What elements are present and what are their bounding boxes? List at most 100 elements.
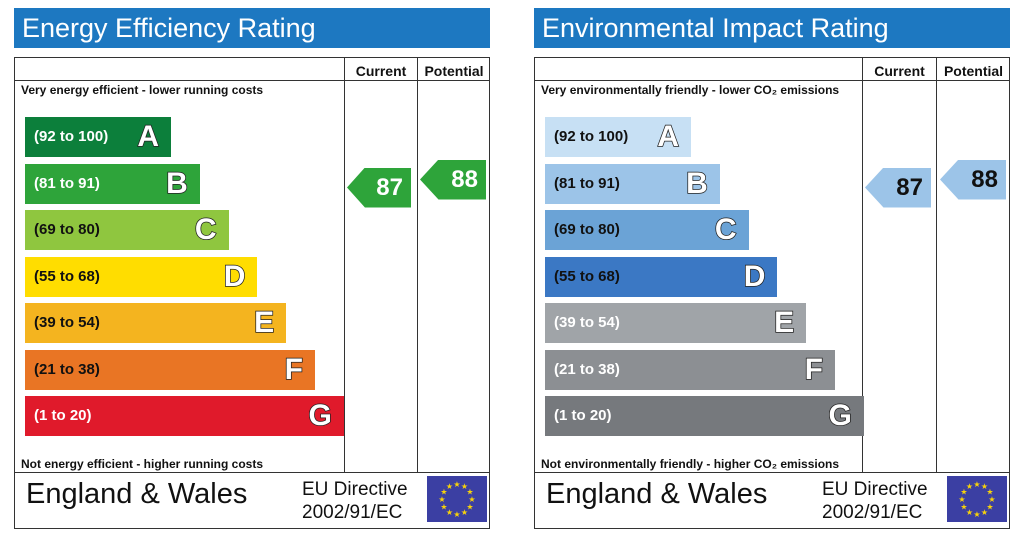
column-header-potential: Potential xyxy=(943,63,1004,79)
star-icon: ★ xyxy=(440,488,447,497)
star-icon: ★ xyxy=(960,503,967,512)
region-label: England & Wales xyxy=(26,478,248,510)
energy-efficiency-panel: Energy Efficiency Rating Current Potenti… xyxy=(14,0,492,541)
region-label: England & Wales xyxy=(546,478,768,510)
band-e: (39 to 54) E xyxy=(25,303,287,343)
band-a: (92 to 100) A xyxy=(545,117,691,157)
star-icon: ★ xyxy=(466,503,473,512)
top-note: Very environmentally friendly - lower CO… xyxy=(541,83,840,97)
divider xyxy=(344,57,345,473)
chart-frame xyxy=(14,57,490,529)
panel-title: Environmental Impact Rating xyxy=(534,8,1010,48)
bottom-note: Not energy efficient - higher running co… xyxy=(21,457,264,471)
divider xyxy=(14,472,490,473)
star-icon: ★ xyxy=(981,508,988,517)
directive-line-2: 2002/91/EC xyxy=(302,502,403,523)
band-letter: A xyxy=(137,119,160,154)
star-icon: ★ xyxy=(468,495,475,504)
directive-label: EU Directive 2002/91/EC xyxy=(302,478,408,524)
current-rating-value: 87 xyxy=(376,173,403,201)
band-range-label: (39 to 54) xyxy=(554,314,620,331)
star-icon: ★ xyxy=(981,482,988,491)
star-icon: ★ xyxy=(453,510,460,519)
star-icon: ★ xyxy=(446,508,453,517)
divider xyxy=(936,57,937,473)
environmental-impact-panel: Environmental Impact Rating Current Pote… xyxy=(534,0,1012,541)
band-letter: G xyxy=(308,398,333,433)
band-letter: G xyxy=(828,398,853,433)
star-icon: ★ xyxy=(461,508,468,517)
star-icon: ★ xyxy=(986,488,993,497)
column-header-current: Current xyxy=(355,63,407,79)
band-f: (21 to 38) F xyxy=(545,349,835,390)
band-range-label: (92 to 100) xyxy=(34,128,109,145)
directive-line-1: EU Directive xyxy=(302,479,408,500)
band-c: (69 to 80) C xyxy=(545,210,749,250)
band-letter: B xyxy=(685,166,708,201)
band-a: (92 to 100) A xyxy=(25,117,171,157)
band-letter: E xyxy=(253,305,275,340)
band-e: (39 to 54) E xyxy=(545,303,807,343)
star-icon: ★ xyxy=(958,495,965,504)
band-range-label: (55 to 68) xyxy=(34,267,100,285)
divider xyxy=(534,80,1010,81)
divider xyxy=(417,57,418,473)
eu-stars-icon: ★★★★★★★★★ ★ ★★ xyxy=(958,480,995,519)
divider xyxy=(862,57,863,473)
band-range-label: (1 to 20) xyxy=(34,407,92,424)
star-icon: ★ xyxy=(966,508,973,517)
band-range-label: (55 to 68) xyxy=(554,267,620,285)
band-f: (21 to 38) F xyxy=(25,349,315,390)
divider xyxy=(534,472,1010,473)
band-letter: F xyxy=(804,352,824,387)
band-letter: D xyxy=(743,259,766,294)
band-g: (1 to 20) G xyxy=(25,396,344,436)
band-letter: D xyxy=(223,259,246,294)
star-icon: ★ xyxy=(466,488,473,497)
band-d: (55 to 68) D xyxy=(545,256,778,297)
band-letter: B xyxy=(165,166,188,201)
band-letter: C xyxy=(714,212,737,247)
column-header-current: Current xyxy=(874,63,925,79)
directive-line-1: EU Directive xyxy=(822,479,928,500)
star-icon: ★ xyxy=(440,503,447,512)
band-range-label: (21 to 38) xyxy=(554,360,620,378)
band-c: (69 to 80) C xyxy=(25,210,229,250)
star-icon: ★ xyxy=(966,482,973,491)
band-range-label: (81 to 91) xyxy=(554,174,620,192)
star-icon: ★ xyxy=(973,480,980,489)
band-range-label: (39 to 54) xyxy=(34,314,100,331)
eu-stars-icon: ★★★★★★★★★ ★ ★★ xyxy=(438,480,475,519)
eu-flag-icon: ★ ★ ★ ★ ★ ★ ★ ★ ★ ★ ★ ★ xyxy=(947,476,1007,522)
chart-frame xyxy=(534,57,1010,529)
star-icon: ★ xyxy=(461,482,468,491)
band-d: (55 to 68) D xyxy=(25,256,258,297)
band-letter: E xyxy=(773,305,795,340)
band-range-label: (69 to 80) xyxy=(554,221,620,238)
star-icon: ★ xyxy=(988,495,995,504)
bottom-note: Not environmentally friendly - higher CO… xyxy=(541,457,840,471)
panel-title: Energy Efficiency Rating xyxy=(14,8,490,48)
potential-rating-value: 88 xyxy=(451,165,478,193)
star-icon: ★ xyxy=(960,488,967,497)
band-range-label: (21 to 38) xyxy=(34,360,100,378)
band-b: (81 to 91) B xyxy=(545,163,720,204)
potential-rating-value: 88 xyxy=(971,165,998,193)
directive-label: EU Directive 2002/91/EC xyxy=(822,478,928,524)
current-rating-value: 87 xyxy=(896,173,923,201)
star-icon: ★ xyxy=(973,510,980,519)
star-icon: ★ xyxy=(438,495,445,504)
band-range-label: (92 to 100) xyxy=(554,128,629,145)
star-icon: ★ xyxy=(446,482,453,491)
band-letter: F xyxy=(284,352,304,387)
band-range-label: (69 to 80) xyxy=(34,221,100,238)
band-letter: C xyxy=(194,212,217,247)
top-note: Very energy efficient - lower running co… xyxy=(21,83,264,97)
divider xyxy=(14,80,490,81)
band-b: (81 to 91) B xyxy=(25,163,200,204)
band-range-label: (1 to 20) xyxy=(554,407,612,424)
band-g: (1 to 20) G xyxy=(545,396,864,436)
band-letter: A xyxy=(657,119,680,154)
band-range-label: (81 to 91) xyxy=(34,174,100,192)
star-icon: ★ xyxy=(986,503,993,512)
